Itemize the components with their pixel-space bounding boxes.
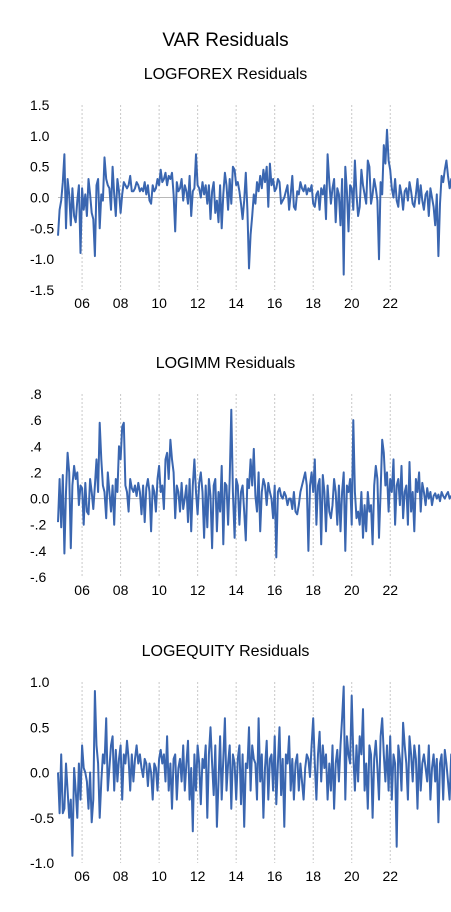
logimm-y-tick-label: .6 bbox=[30, 412, 42, 428]
logimm-y-tick-label: .4 bbox=[30, 438, 42, 454]
logequity-x-tick-label: 06 bbox=[74, 868, 90, 884]
logforex-y-tick-label: -1.0 bbox=[30, 251, 54, 267]
logforex-y-tick-label: -0.5 bbox=[30, 220, 54, 236]
logforex-x-tick-label: 08 bbox=[113, 295, 129, 311]
logimm-x-tick-label: 08 bbox=[113, 582, 129, 598]
logimm-x-tick-label: 12 bbox=[190, 582, 206, 598]
panel-2-title: LOGIMM Residuals bbox=[155, 355, 296, 372]
logequity-y-tick-label: 1.0 bbox=[30, 674, 50, 690]
figure-title: VAR Residuals bbox=[162, 30, 289, 51]
logimm-residual-series-line bbox=[57, 408, 451, 559]
logforex-x-tick-label: 18 bbox=[305, 295, 321, 311]
logequity-y-tick-label: -0.5 bbox=[30, 810, 54, 826]
logimm-y-tick-label: .2 bbox=[30, 464, 42, 480]
logequity-y-tick-label: 0.5 bbox=[30, 719, 50, 735]
logforex-y-tick-label: 0.0 bbox=[30, 190, 50, 206]
logforex-y-tick-label: 1.5 bbox=[30, 97, 50, 113]
logequity-x-tick-label: 08 bbox=[113, 868, 129, 884]
logforex-y-tick-label: 1.0 bbox=[30, 128, 50, 144]
logimm-x-tick-label: 22 bbox=[382, 582, 398, 598]
logimm-x-tick-label: 16 bbox=[267, 582, 283, 598]
logequity-x-tick-label: 10 bbox=[151, 868, 167, 884]
logforex-x-tick-label: 22 bbox=[382, 295, 398, 311]
logforex-y-tick-label: -1.5 bbox=[30, 282, 54, 298]
panel-3-title: LOGEQUITY Residuals bbox=[141, 643, 310, 660]
logforex-residual-series-line bbox=[57, 128, 451, 276]
logimm-y-tick-label: 0.0 bbox=[30, 491, 50, 507]
logforex-x-tick-label: 14 bbox=[228, 295, 244, 311]
logforex-y-tick-label: 0.5 bbox=[30, 159, 50, 175]
logequity-x-tick-label: 20 bbox=[344, 868, 360, 884]
logimm-x-tick-label: 20 bbox=[344, 582, 360, 598]
logimm-x-tick-label: 06 bbox=[74, 582, 90, 598]
logforex-x-tick-label: 12 bbox=[190, 295, 206, 311]
logforex-x-tick-label: 20 bbox=[344, 295, 360, 311]
logequity-x-tick-label: 18 bbox=[305, 868, 321, 884]
logequity-x-tick-label: 14 bbox=[228, 868, 244, 884]
logimm-y-tick-label: -.2 bbox=[30, 517, 47, 533]
logequity-x-tick-label: 22 bbox=[382, 868, 398, 884]
logimm-y-tick-label: .8 bbox=[30, 386, 42, 402]
logimm-x-tick-label: 14 bbox=[228, 582, 244, 598]
logimm-y-tick-label: -.6 bbox=[30, 569, 47, 585]
logequity-x-tick-label: 16 bbox=[267, 868, 283, 884]
logequity-y-tick-label: 0.0 bbox=[30, 765, 50, 781]
logimm-x-tick-label: 18 bbox=[305, 582, 321, 598]
logequity-y-tick-label: -1.0 bbox=[30, 855, 54, 871]
panel-1-title: LOGFOREX Residuals bbox=[143, 66, 308, 83]
logforex-x-tick-label: 06 bbox=[74, 295, 90, 311]
logimm-y-tick-label: -.4 bbox=[30, 543, 47, 559]
logforex-x-tick-label: 16 bbox=[267, 295, 283, 311]
logforex-x-tick-label: 10 bbox=[151, 295, 167, 311]
logequity-x-tick-label: 12 bbox=[190, 868, 206, 884]
logimm-x-tick-label: 10 bbox=[151, 582, 167, 598]
logequity-residual-series-line bbox=[57, 685, 451, 857]
